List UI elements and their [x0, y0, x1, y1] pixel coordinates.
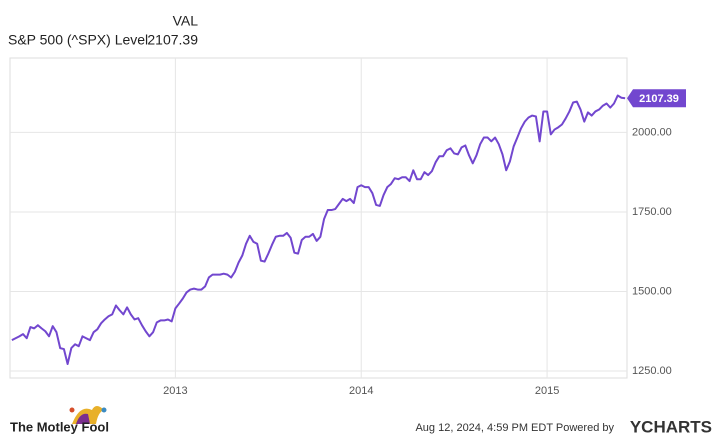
- column-header: VAL: [173, 13, 199, 29]
- brand: The Motley Fool: [10, 419, 109, 434]
- x-tick-label: 2014: [349, 385, 373, 397]
- series-label: S&P 500 (^SPX) Level: [8, 32, 148, 48]
- y-tick-label: 1250.00: [632, 365, 672, 377]
- provider: YCHARTS: [630, 417, 712, 436]
- series-last-value: 2107.39: [147, 32, 198, 48]
- y-tick-label: 1500.00: [632, 285, 672, 297]
- timestamp: Aug 12, 2024, 4:59 PM EDT Powered by: [415, 422, 614, 434]
- plot-frame: [9, 57, 628, 379]
- x-tick-label: 2013: [163, 385, 187, 397]
- y-tick-label: 2000.00: [632, 126, 672, 138]
- y-tick-label: 1750.00: [632, 206, 672, 218]
- logo: [69, 406, 107, 424]
- last-value-label: 2107.39: [639, 93, 679, 105]
- x-tick-label: 2015: [535, 385, 559, 397]
- line-series: [11, 94, 626, 365]
- last-value-tag: [627, 89, 686, 108]
